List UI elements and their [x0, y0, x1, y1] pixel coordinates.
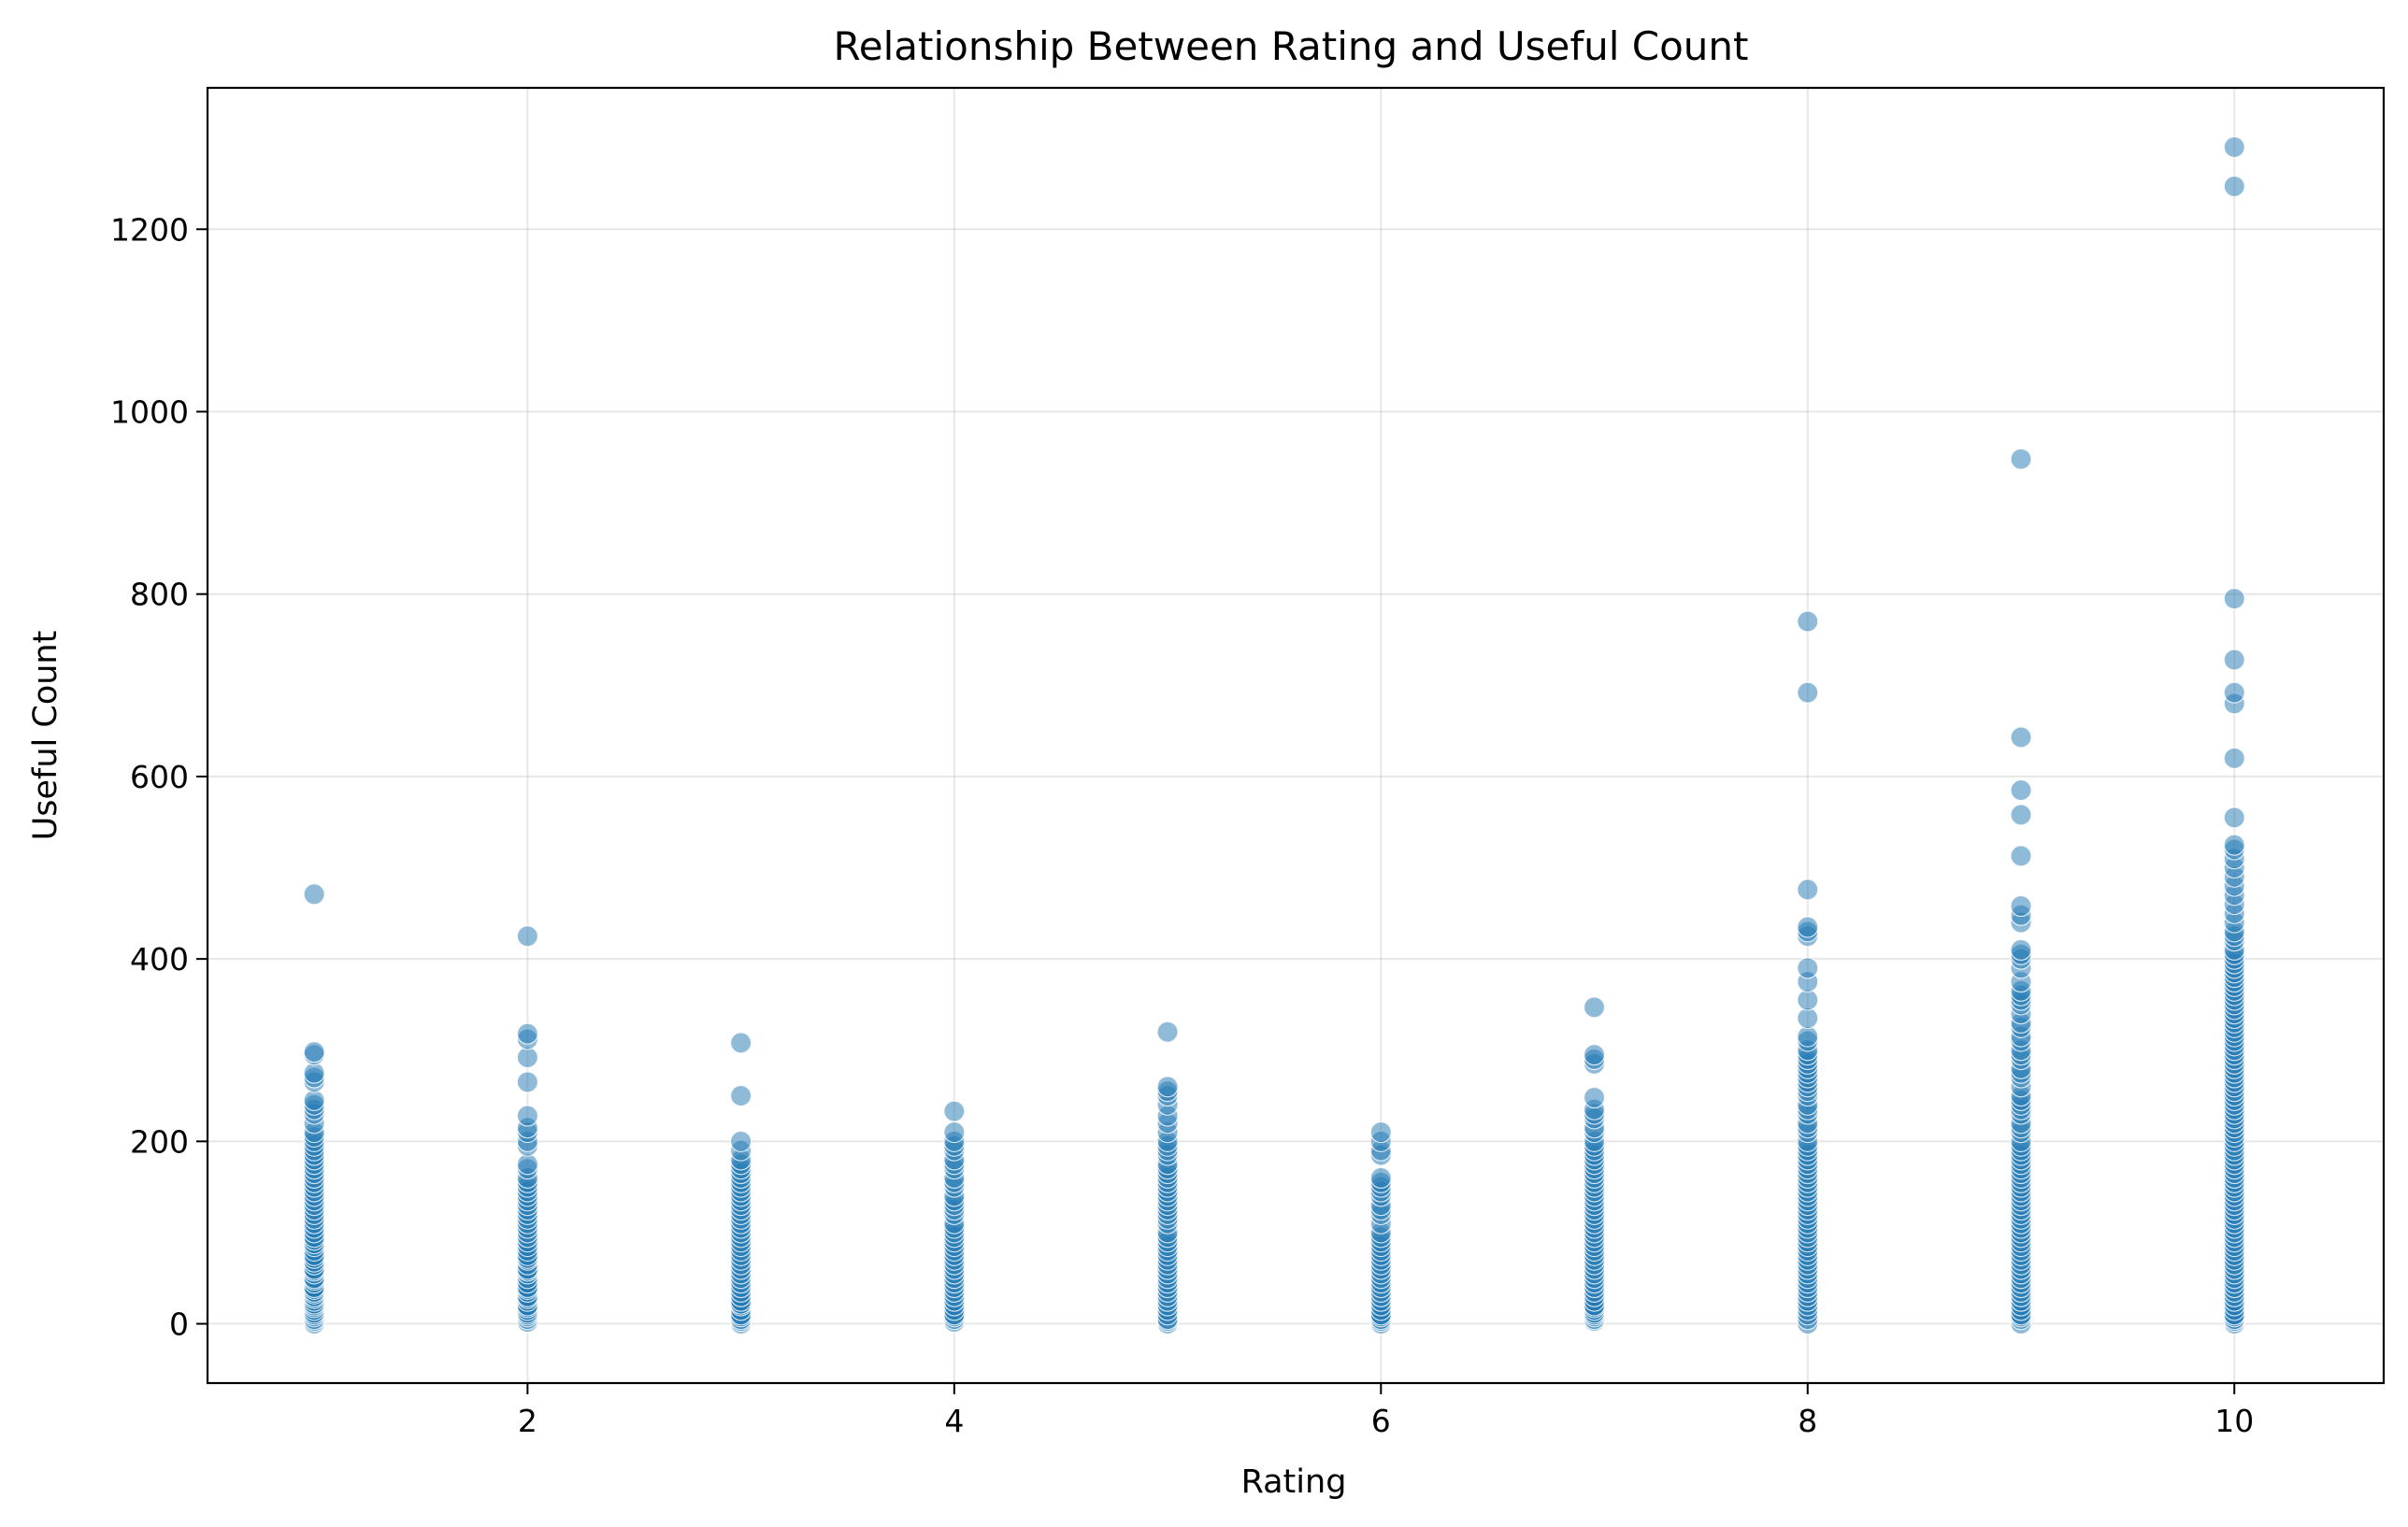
data-point	[1156, 1076, 1179, 1098]
data-point	[729, 1032, 752, 1054]
data-point	[2223, 136, 2245, 159]
data-point	[2010, 845, 2032, 867]
y-tick-label: 1000	[110, 394, 189, 431]
data-point	[1583, 996, 1606, 1019]
data-point	[2010, 778, 2032, 802]
data-point	[516, 1105, 538, 1127]
data-point	[729, 1130, 752, 1152]
x-tick-label: 2	[518, 1403, 538, 1439]
data-point	[2010, 804, 2032, 826]
data-point	[303, 1062, 325, 1084]
y-tick-label: 800	[130, 577, 189, 613]
y-tick-label: 600	[130, 759, 189, 795]
data-point	[516, 1022, 538, 1045]
y-tick-label: 200	[130, 1123, 189, 1160]
data-point	[516, 925, 538, 948]
data-point	[2223, 681, 2245, 704]
y-tick-label: 0	[169, 1306, 189, 1343]
data-point	[943, 1120, 966, 1144]
data-point	[1797, 1006, 1819, 1030]
data-point	[2010, 448, 2032, 470]
data-point	[2223, 649, 2245, 671]
x-tick-label: 4	[944, 1403, 964, 1439]
data-point	[1797, 916, 1819, 938]
data-point	[2223, 834, 2245, 856]
data-point	[516, 1046, 538, 1069]
data-point	[1797, 681, 1819, 704]
x-tick-label: 8	[1798, 1403, 1817, 1439]
data-point	[1797, 989, 1819, 1011]
x-tick-label: 6	[1371, 1403, 1391, 1439]
data-point	[1583, 1086, 1606, 1109]
data-point	[943, 1100, 966, 1122]
data-point	[303, 883, 325, 906]
data-point	[516, 1153, 538, 1176]
data-points	[303, 136, 2245, 1335]
data-point	[303, 1041, 325, 1063]
y-tick-label: 400	[130, 941, 189, 978]
y-tick-label: 1200	[110, 211, 189, 248]
x-axis-label: Rating	[1241, 1463, 1347, 1501]
data-point	[1369, 1120, 1392, 1144]
data-point	[729, 1084, 752, 1107]
data-point	[2010, 894, 2032, 918]
data-point	[1583, 1044, 1606, 1066]
x-tick-label: 10	[2214, 1403, 2254, 1439]
data-point	[516, 1071, 538, 1093]
data-point	[1369, 1166, 1392, 1189]
data-point	[2223, 806, 2245, 829]
data-point	[1797, 1025, 1819, 1048]
plot-area-frame	[206, 86, 2386, 1385]
data-point	[2010, 726, 2032, 749]
data-point	[1797, 957, 1819, 979]
data-point	[1797, 878, 1819, 901]
data-point	[2223, 587, 2245, 610]
axis-ticks: 2 4 6 8 10 0 200 400 600 800 1000 1200	[110, 211, 2254, 1439]
data-point	[1156, 1020, 1179, 1043]
data-point	[2223, 175, 2245, 198]
chart-title: Relationship Between Rating and Useful C…	[833, 23, 1748, 69]
data-point	[303, 1089, 325, 1112]
data-point	[1797, 610, 1819, 633]
y-axis-label: Useful Count	[27, 631, 64, 841]
data-point	[2010, 938, 2032, 961]
data-point	[2223, 747, 2245, 770]
